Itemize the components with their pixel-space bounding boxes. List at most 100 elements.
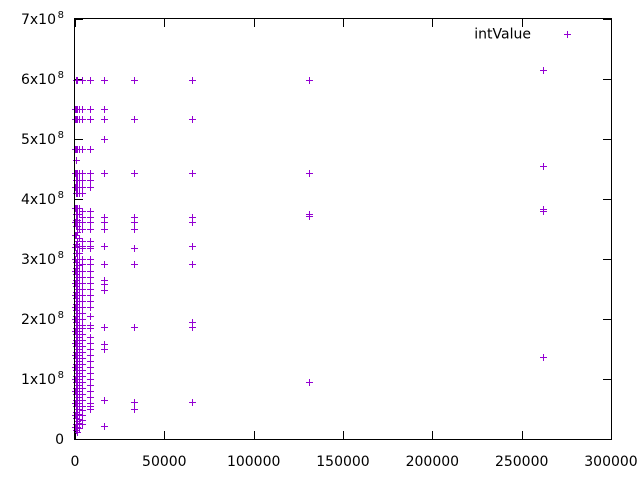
x-tick-label: 300000 (584, 454, 637, 470)
y-tick-exponent: 8 (58, 250, 64, 261)
x-axis-tick-labels: 0 50000 100000 150000 200000 250000 300000 (71, 454, 638, 470)
data-point (72, 205, 79, 212)
y-tick-exponent: 8 (58, 10, 64, 21)
data-point (79, 361, 86, 368)
data-point (101, 243, 108, 250)
y-tick-exponent: 8 (58, 130, 64, 141)
data-point (72, 268, 79, 275)
y-tick-label: 0 (55, 432, 64, 448)
data-point (72, 116, 79, 123)
data-point (72, 244, 79, 251)
y-tick-exponent: 8 (58, 310, 64, 321)
data-point (101, 136, 108, 143)
data-point (87, 219, 94, 226)
data-point (87, 304, 94, 311)
data-point (101, 219, 108, 226)
data-point (72, 280, 79, 287)
data-point (306, 170, 313, 177)
data-point (131, 324, 138, 331)
data-point (306, 77, 313, 84)
y-tick-label: 5x10 (21, 132, 56, 148)
data-point (87, 106, 94, 113)
y-tick-label: 4x10 (21, 192, 56, 208)
x-tick-label: 200000 (406, 454, 459, 470)
data-point (87, 358, 94, 365)
data-point (72, 400, 79, 407)
data-point (74, 334, 81, 341)
data-point (72, 146, 79, 153)
data-point (131, 116, 138, 123)
data-point (79, 397, 86, 404)
data-point (131, 226, 138, 233)
plot-frame (74, 18, 612, 440)
data-point (74, 346, 81, 353)
y-axis-ticks (75, 19, 611, 440)
data-point (87, 261, 94, 268)
data-point (87, 268, 94, 275)
data-point (87, 325, 94, 332)
data-point (101, 281, 108, 288)
data-point (79, 421, 86, 428)
data-point (87, 280, 94, 287)
data-point (540, 67, 547, 74)
data-point (131, 245, 138, 252)
data-point (74, 370, 81, 377)
data-point (72, 232, 79, 239)
data-point (79, 208, 86, 215)
legend-label: intValue (474, 27, 531, 43)
data-point (87, 77, 94, 84)
data-point (189, 324, 196, 331)
data-point (79, 261, 86, 268)
x-tick-label: 0 (71, 454, 80, 470)
legend: intValue (474, 27, 571, 43)
data-point (74, 286, 81, 293)
data-point (87, 346, 94, 353)
data-point (87, 370, 94, 377)
data-point (72, 352, 79, 359)
data-point (87, 340, 94, 347)
data-point (131, 399, 138, 406)
data-point (87, 274, 94, 281)
data-point (79, 385, 86, 392)
data-point (189, 170, 196, 177)
data-point (79, 331, 86, 338)
data-point (101, 324, 108, 331)
data-point (72, 170, 79, 177)
x-tick-label: 100000 (227, 454, 280, 470)
legend-marker-icon (564, 31, 571, 38)
data-point (131, 406, 138, 413)
data-point (79, 343, 86, 350)
data-point (79, 349, 86, 356)
y-tick-exponent: 8 (58, 70, 64, 81)
data-point (131, 219, 138, 226)
data-point (72, 412, 79, 419)
data-point (101, 346, 108, 353)
data-point (87, 116, 94, 123)
data-point (72, 184, 79, 191)
data-point (87, 184, 94, 191)
data-point (101, 261, 108, 268)
data-point (87, 394, 94, 401)
data-point (131, 77, 138, 84)
data-point (189, 399, 196, 406)
x-tick-label: 50000 (142, 454, 187, 470)
data-point (74, 310, 81, 317)
data-point (87, 286, 94, 293)
data-point (87, 382, 94, 389)
data-point (87, 245, 94, 252)
data-point (87, 376, 94, 383)
data-point (72, 316, 79, 323)
data-point (72, 388, 79, 395)
data-point (72, 304, 79, 311)
data-point (74, 274, 81, 281)
data-point (101, 77, 108, 84)
y-tick-exponent: 8 (58, 370, 64, 381)
data-point (79, 391, 86, 398)
data-point (87, 406, 94, 413)
data-point (306, 213, 313, 220)
data-point (87, 313, 94, 320)
data-point (74, 382, 81, 389)
data-point (72, 340, 79, 347)
data-point (87, 226, 94, 233)
